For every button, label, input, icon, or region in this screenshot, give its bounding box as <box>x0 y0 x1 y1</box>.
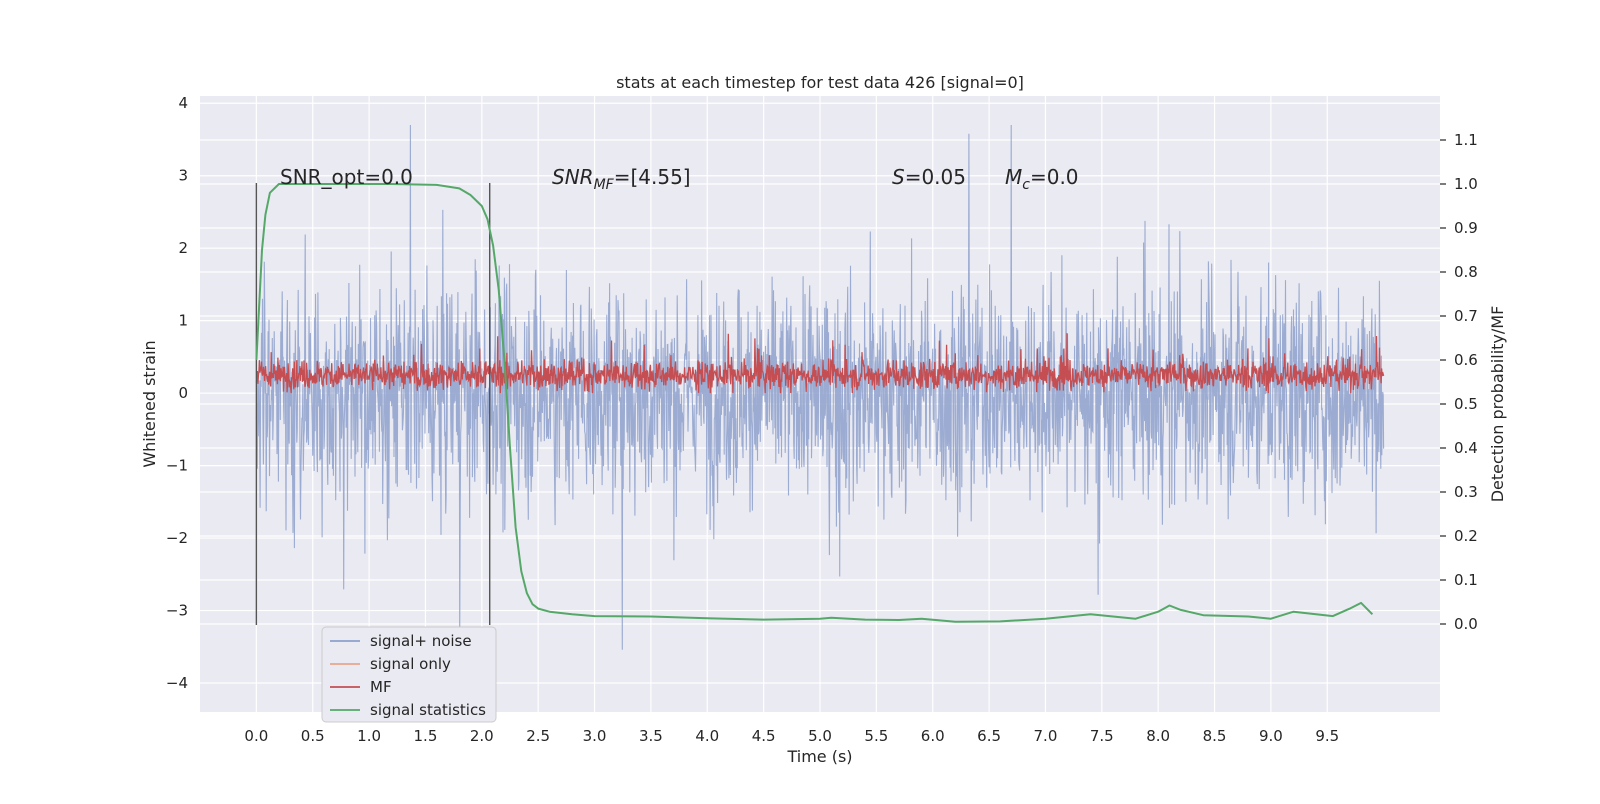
signal-noise-line <box>255 124 1385 650</box>
y-left-tick-label: −1 <box>166 457 188 475</box>
snr-mf-annotation: SNRMF=[4.55] <box>552 165 691 193</box>
x-tick-label: 1.5 <box>414 727 438 745</box>
y-right-tick-label: 0.6 <box>1454 351 1478 369</box>
y-right-tick-label: 1.1 <box>1454 131 1478 149</box>
y-right-tick-label: 1.0 <box>1454 175 1478 193</box>
y-right-tick-label: 0.9 <box>1454 219 1478 237</box>
snr-mf-value: =[4.55] <box>614 165 691 189</box>
y-axis-left-label: Whitened strain <box>140 340 159 467</box>
y-left-tick-labels: 4 3 2 1 0 −1 −2 −3 −4 <box>166 94 188 692</box>
s-value: =0.05 <box>905 165 966 189</box>
legend-box <box>321 626 497 723</box>
x-tick-label: 0.0 <box>244 727 268 745</box>
x-tick-label: 1.0 <box>357 727 381 745</box>
x-tick-label: 4.0 <box>695 727 719 745</box>
legend-label-signal-only: signal only <box>370 655 451 673</box>
y-right-tick-label: 0.0 <box>1454 615 1478 633</box>
y-left-tick-label: 3 <box>178 167 188 185</box>
mf-line <box>255 333 1385 394</box>
legend-label-mf: MF <box>370 678 392 696</box>
y-left-tick-label: 1 <box>178 312 188 330</box>
snr-opt-annotation: SNR_opt=0.0 <box>280 165 413 189</box>
s-annotation: S=0.05 <box>892 165 966 189</box>
mc-value: =0.0 <box>1030 165 1079 189</box>
x-tick-label: 7.5 <box>1090 727 1114 745</box>
y-left-tick-label: 4 <box>178 94 188 112</box>
x-tick-labels: 0.0 0.5 1.0 1.5 2.0 2.5 3.0 3.5 4.0 4.5 5.0 5.5 6.0 6… <box>244 727 1339 745</box>
x-tick-label: 3.5 <box>639 727 663 745</box>
legend-label-signal-statistics: signal statistics <box>370 701 486 719</box>
x-tick-label: 8.0 <box>1146 727 1170 745</box>
y-right-tick-label: 0.4 <box>1454 439 1478 457</box>
x-tick-label: 2.0 <box>470 727 494 745</box>
y-left-tick-label: −4 <box>166 674 188 692</box>
x-tick-label: 3.0 <box>583 727 607 745</box>
mc-sub: c <box>1022 177 1030 193</box>
x-tick-label: 9.5 <box>1315 727 1339 745</box>
chart-title: stats at each timestep for test data 426… <box>616 73 1024 92</box>
signal-statistics-line <box>255 183 1374 623</box>
signal-noise-series <box>255 124 1385 650</box>
x-axis-label: Time (s) <box>786 747 852 766</box>
x-tick-label: 2.5 <box>526 727 550 745</box>
y-right-tick-label: 0.8 <box>1454 263 1478 281</box>
y-right-tick-label: 0.1 <box>1454 571 1478 589</box>
legend-label-signal-noise: signal+ noise <box>370 632 472 650</box>
x-tick-label: 8.5 <box>1203 727 1227 745</box>
y-left-tick-label: −3 <box>166 602 188 620</box>
mf-series <box>255 333 1385 394</box>
y-right-tick-label: 0.7 <box>1454 307 1478 325</box>
y-left-tick-label: 2 <box>178 239 188 257</box>
x-tick-label: 7.0 <box>1034 727 1058 745</box>
x-tick-label: 6.5 <box>977 727 1001 745</box>
mc-annotation: Mc=0.0 <box>1005 165 1079 193</box>
y-right-tick-labels: 1.1 1.0 0.9 0.8 0.7 0.6 0.5 0.4 0.3 0.2 0.1 0.0 <box>1440 131 1478 633</box>
x-tick-label: 5.0 <box>808 727 832 745</box>
x-tick-label: 5.5 <box>864 727 888 745</box>
snr-mf-base: SNR <box>552 165 594 189</box>
x-tick-label: 6.0 <box>921 727 945 745</box>
mc-base: M <box>1005 165 1022 189</box>
x-tick-label: 9.0 <box>1259 727 1283 745</box>
snr-mf-sub: MF <box>594 177 615 193</box>
y-right-tick-label: 0.5 <box>1454 395 1478 413</box>
y-left-tick-label: 0 <box>178 384 188 402</box>
x-tick-label: 0.5 <box>301 727 325 745</box>
legend: signal+ noise signal only MF signal stat… <box>321 626 497 723</box>
window-markers <box>255 182 491 626</box>
s-symbol: S <box>892 165 905 189</box>
y-right-tick-label: 0.3 <box>1454 483 1478 501</box>
signal-statistics-series <box>255 183 1374 623</box>
y-right-tick-label: 0.2 <box>1454 527 1478 545</box>
x-tick-label: 4.5 <box>752 727 776 745</box>
y-left-tick-label: −2 <box>166 529 188 547</box>
y-axis-right-label: Detection probability/MF <box>1488 306 1507 503</box>
